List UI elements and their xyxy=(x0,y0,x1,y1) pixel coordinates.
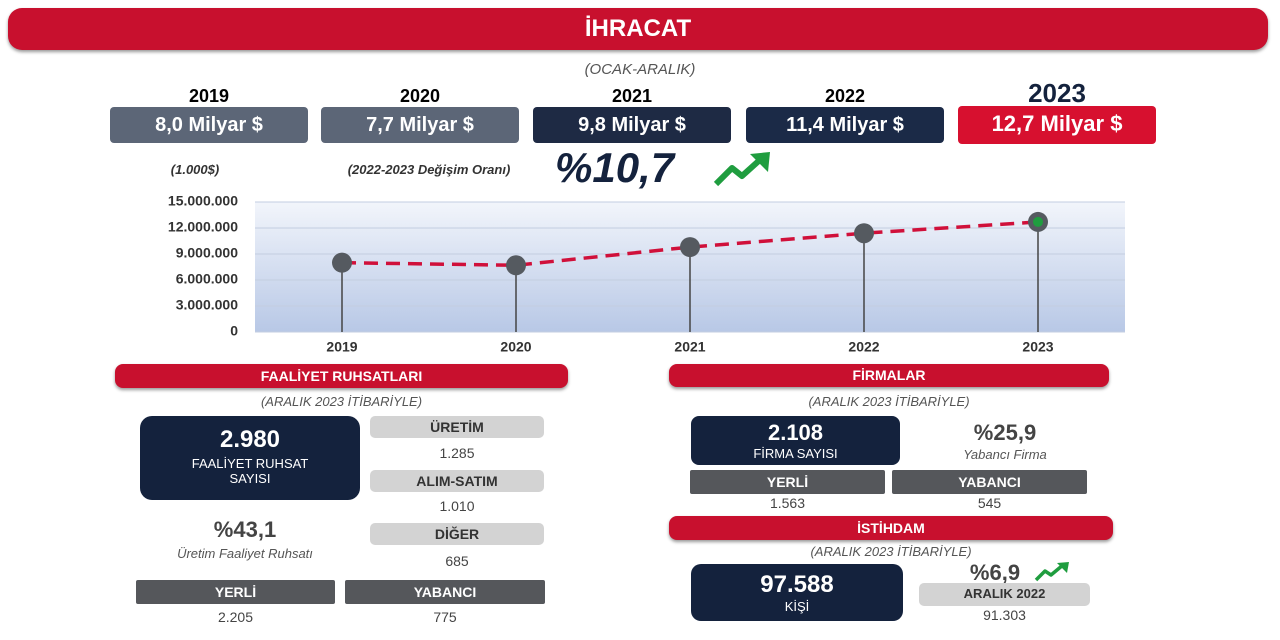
total-label: FİRMA SAYISI xyxy=(753,446,838,461)
category: ALIM-SATIM xyxy=(370,470,544,492)
section-subtitle: (ARALIK 2023 İTİBARİYLE) xyxy=(260,394,423,409)
year-value: 11,4 Milyar $ xyxy=(746,107,944,143)
y-tick-label: 6.000.000 xyxy=(176,271,238,287)
category: DİĞER xyxy=(370,523,544,545)
subtitle: (OCAK-ARALIK) xyxy=(584,61,696,78)
total-box: 2.980 FAALİYET RUHSAT SAYISI xyxy=(140,416,360,500)
y-tick-label: 12.000.000 xyxy=(168,219,238,235)
section-subtitle: (ARALIK 2023 İTİBARİYLE) xyxy=(808,394,970,409)
marker xyxy=(506,255,526,276)
previous-value: 91.303 xyxy=(983,607,1026,623)
title: İHRACAT xyxy=(8,8,1268,50)
total-label: FAALİYET RUHSAT xyxy=(191,456,309,471)
total-label: KİŞİ xyxy=(784,599,810,614)
year: 2021 xyxy=(611,86,653,106)
up-arrow xyxy=(713,152,770,187)
x-tick-label: 2019 xyxy=(326,339,357,355)
previous-label: ARALIK 2022 xyxy=(919,583,1090,606)
category-value: 685 xyxy=(445,553,469,569)
y-tick-label: 0 xyxy=(230,323,238,339)
origin-value: 1.563 xyxy=(769,495,806,511)
x-tick-label: 2021 xyxy=(674,339,705,355)
total: 2.108 xyxy=(767,420,824,445)
section-subtitle: (ARALIK 2023 İTİBARİYLE) xyxy=(810,544,972,559)
total-label: SAYISI xyxy=(229,471,271,486)
origin: YERLİ xyxy=(136,580,335,604)
year-value: 12,7 Milyar $ xyxy=(958,106,1156,144)
year-value: 9,8 Milyar $ xyxy=(533,107,731,143)
change-value: %10,7 xyxy=(555,144,675,191)
share: %43,1 xyxy=(213,517,277,542)
origin-value: 775 xyxy=(433,609,457,625)
year-value: 7,7 Milyar $ xyxy=(321,107,519,143)
share-label: Yabancı Firma xyxy=(963,447,1047,462)
origin-value: 2.205 xyxy=(217,609,254,625)
change: %6,9 xyxy=(969,560,1021,585)
up-arrow xyxy=(1034,562,1069,582)
total: 97.588 xyxy=(760,571,834,598)
total-box: 97.588 KİŞİ xyxy=(691,564,903,621)
share-label: Üretim Faaliyet Ruhsatı xyxy=(177,546,313,561)
x-tick-label: 2020 xyxy=(500,339,531,355)
section-title: FAALİYET RUHSATLARI xyxy=(115,364,568,388)
marker xyxy=(680,237,700,258)
y-tick-label: 3.000.000 xyxy=(176,297,238,313)
line xyxy=(341,220,1039,268)
x-tick-label: 2022 xyxy=(848,339,879,355)
line-chart: 0 3.000.000 6.000.000 9.000.000 12.000.000 15… xyxy=(168,193,1125,355)
change-label: (2022-2023 Değişim Oranı) xyxy=(347,162,511,177)
year-value: 8,0 Milyar $ xyxy=(110,107,308,143)
origin: YABANCI xyxy=(892,470,1087,494)
section-title: İSTİHDAM xyxy=(669,516,1113,540)
marker xyxy=(854,223,874,244)
total: 2.980 xyxy=(219,426,281,453)
x-tick-label: 2023 xyxy=(1022,339,1053,355)
y-axis-unit: (1.000$) xyxy=(170,162,220,177)
share: %25,9 xyxy=(973,420,1037,445)
origin: YABANCI xyxy=(345,580,545,604)
category: ÜRETİM xyxy=(370,416,544,438)
year: 2022 xyxy=(824,86,866,106)
section-title: FİRMALAR xyxy=(669,364,1109,387)
year: 2019 xyxy=(188,86,230,106)
year: 2023 xyxy=(1028,78,1086,108)
marker xyxy=(332,252,352,273)
origin-value: 545 xyxy=(977,495,1002,511)
y-tick-label: 15.000.000 xyxy=(168,193,238,209)
marker-highlight xyxy=(1033,216,1043,227)
y-tick-label: 9.000.000 xyxy=(176,245,238,261)
category-value: 1.010 xyxy=(439,498,475,514)
origin: YERLİ xyxy=(690,470,885,494)
year: 2020 xyxy=(399,86,441,106)
category-value: 1.285 xyxy=(439,445,475,461)
total-box: 2.108 FİRMA SAYISI xyxy=(691,416,900,465)
